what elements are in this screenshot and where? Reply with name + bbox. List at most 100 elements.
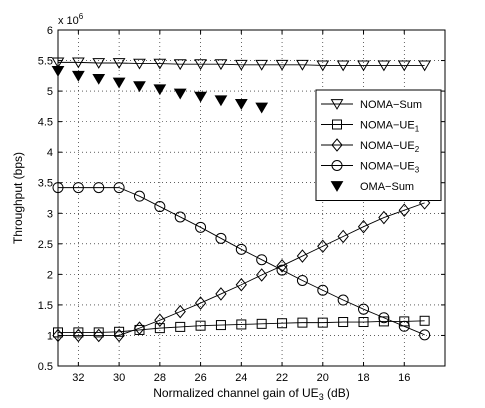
data-point (194, 91, 207, 103)
data-point (337, 294, 349, 306)
data-point (154, 313, 166, 327)
data-point (173, 88, 187, 100)
data-point (418, 60, 432, 72)
data-point (296, 59, 309, 71)
y-tick-label: 4.5 (38, 117, 53, 129)
data-point (256, 318, 267, 329)
legend-entry: NOMA−Sum (321, 99, 422, 111)
data-point (133, 190, 145, 202)
data-point (255, 102, 269, 114)
data-point (133, 321, 146, 335)
data-point (377, 60, 391, 72)
series-line (58, 61, 425, 66)
legend-label: NOMA−UE2 (360, 140, 420, 154)
legend-label: NOMA−Sum (360, 99, 422, 111)
data-point (419, 315, 430, 326)
data-point (154, 323, 165, 334)
data-point (112, 77, 126, 89)
series-line (58, 320, 425, 333)
x-tick-label: 32 (72, 372, 84, 384)
legend-label: NOMA−UE3 (360, 161, 420, 175)
data-point (336, 60, 350, 72)
y-tick-label: 6 (47, 25, 53, 37)
data-point (316, 60, 330, 72)
data-point (215, 232, 227, 244)
series-line (58, 202, 425, 336)
data-point (133, 81, 146, 93)
data-point (93, 328, 105, 343)
y-tick-label: 3.5 (38, 178, 53, 190)
y-axis-multiplier: x 106 (58, 12, 84, 27)
data-point (378, 210, 390, 225)
data-point (154, 201, 166, 213)
x-tick-label: 22 (276, 372, 288, 384)
data-point (357, 219, 370, 234)
data-point (195, 221, 207, 233)
x-axis-label: Normalized channel gain of UE3 (dB) (153, 386, 349, 402)
data-point (133, 58, 146, 70)
y-tick-label: 5 (47, 86, 53, 98)
data-point (153, 58, 167, 70)
data-point (234, 99, 248, 110)
data-point (71, 57, 85, 69)
legend-entry: NOMA−UE3 (321, 160, 420, 175)
data-point (378, 316, 389, 327)
axis-ticks: 32 30 28 26 24 22 20 18 16 0.5 1 1.5 2 2.5 3 3.5 4 4.5 5 5.… (38, 25, 445, 384)
y-tick-label: 3 (47, 208, 53, 220)
data-point (255, 59, 269, 71)
legend-marker (332, 119, 342, 130)
y-tick-label: 2.5 (38, 239, 53, 251)
data-point (194, 296, 207, 310)
data-point (72, 328, 85, 343)
data-point (175, 321, 186, 332)
series-4 (52, 182, 431, 341)
data-point (358, 317, 369, 328)
data-point (397, 60, 411, 72)
x-tick-label: 28 (154, 372, 166, 384)
data-point (337, 229, 349, 244)
data-point (214, 59, 228, 71)
data-point (234, 59, 248, 71)
data-point (194, 59, 207, 71)
data-point (378, 312, 390, 324)
data-point (235, 243, 247, 255)
data-point (92, 58, 106, 69)
legend-marker (330, 99, 344, 110)
x-tick-label: 26 (194, 372, 206, 384)
data-point (419, 329, 431, 341)
data-point (173, 59, 187, 71)
data-point (214, 95, 228, 107)
data-point (296, 274, 308, 286)
series-line (58, 187, 425, 336)
data-point (398, 203, 410, 217)
data-point (215, 320, 226, 331)
data-point (398, 320, 410, 332)
x-tick-label: 20 (317, 372, 329, 384)
legend-label: NOMA−UE1 (360, 120, 420, 134)
data-point (358, 303, 370, 315)
y-tick-label: 2 (47, 269, 53, 281)
data-point (338, 317, 349, 328)
data-point (195, 320, 206, 331)
data-point (256, 268, 268, 282)
data-point (357, 60, 370, 72)
legend: NOMA−Sum NOMA−UE1 NOMA−UE2 NOMA−UE3 OMA−Sum (315, 89, 442, 201)
y-tick-label: 1 (47, 330, 53, 342)
data-point (276, 264, 288, 276)
data-point (72, 182, 84, 194)
legend-label: OMA−Sum (360, 181, 414, 193)
data-point (113, 328, 125, 343)
data-point (73, 327, 84, 338)
data-point (71, 70, 85, 82)
data-point (92, 73, 106, 85)
data-point (275, 59, 289, 71)
y-tick-label: 4 (47, 147, 53, 159)
data-point (256, 254, 268, 266)
x-tick-label: 24 (235, 372, 247, 384)
legend-marker (331, 138, 343, 152)
legend-entry: NOMA−UE1 (321, 119, 420, 134)
data-point (277, 318, 288, 329)
data-point (317, 284, 329, 296)
y-tick-label: 0.5 (38, 361, 53, 373)
data-point (296, 249, 309, 263)
